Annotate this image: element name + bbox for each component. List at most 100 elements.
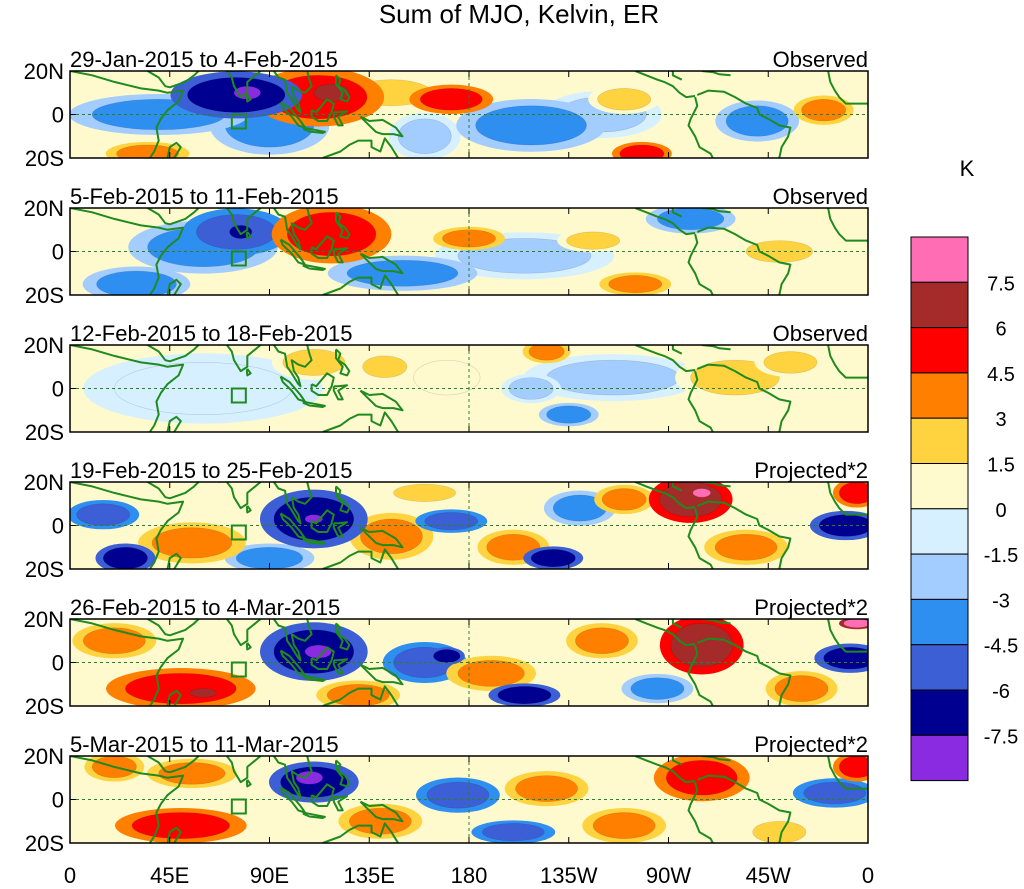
coastline	[218, 482, 262, 510]
coastline	[273, 345, 313, 388]
coastline	[332, 658, 349, 675]
coastline	[668, 756, 683, 766]
panel-4: 20N 0 20S 19-Feb-2015 to 25-Feb-2015 Project…	[24, 458, 869, 582]
coastline	[302, 674, 326, 682]
coastline	[70, 71, 185, 158]
x-tick-label: 0	[64, 863, 76, 888]
coastline	[166, 141, 182, 158]
coastline	[335, 74, 351, 103]
anomaly-cell	[838, 756, 868, 779]
y-tick-label: 20N	[24, 470, 64, 495]
anomaly-cell	[96, 270, 177, 295]
panel-period: 29-Jan-2015 to 4-Feb-2015	[70, 47, 338, 72]
anomaly-field	[70, 619, 868, 706]
coastline	[696, 226, 792, 295]
coastline	[634, 208, 696, 236]
anomaly-cell	[601, 488, 647, 511]
y-tick-label: 20S	[25, 420, 64, 445]
coastline	[70, 619, 185, 706]
x-tick-label: 90E	[250, 863, 289, 888]
coastline	[668, 619, 683, 629]
coastline	[827, 619, 868, 653]
anomaly-cell	[838, 482, 868, 505]
y-tick-label: 20N	[24, 196, 64, 221]
anomaly-cell	[630, 677, 685, 700]
y-tick-label: 0	[52, 240, 64, 265]
coastline	[668, 482, 683, 492]
colorbar-swatch	[910, 644, 969, 691]
colorbar-label: 7.5	[987, 273, 1015, 295]
anomaly-cell	[801, 98, 847, 122]
panel-3: 20N 0 20S 12-Feb-2015 to 18-Feb-2015 Observe…	[24, 321, 869, 445]
x-tick-label: 135E	[344, 863, 395, 888]
coastline	[310, 372, 335, 396]
coastline	[166, 826, 182, 843]
panels: 20N 0 20S 29-Jan-2015 to 4-Feb-2015 Observed…	[24, 47, 869, 856]
colorbar-swatch	[910, 281, 969, 329]
y-tick-label: 20N	[24, 59, 64, 84]
anomaly-cell	[752, 820, 807, 843]
coastline	[273, 756, 313, 799]
coastline	[668, 208, 683, 218]
anomaly-cell	[433, 649, 461, 663]
coastline	[634, 482, 696, 510]
coastline	[310, 98, 335, 122]
colorbar-swatch	[910, 327, 969, 374]
anomaly-cell	[313, 83, 350, 102]
coastline	[827, 756, 868, 790]
anomaly-cell	[125, 673, 237, 705]
y-tick-label: 0	[52, 788, 64, 813]
anomaly-cell	[592, 812, 656, 839]
coastline	[359, 252, 404, 275]
anomaly-cell	[426, 781, 490, 809]
coastline	[696, 774, 792, 843]
y-tick-label: 0	[52, 514, 64, 539]
coastline	[166, 689, 182, 706]
anomaly-cell	[763, 351, 818, 374]
anomaly-cell	[457, 660, 525, 687]
coastline	[335, 348, 351, 377]
colorbar-swatch	[910, 372, 969, 419]
coastline	[279, 238, 306, 266]
coastline	[218, 71, 262, 99]
chart-title: Sum of MJO, Kelvin, ER	[379, 0, 659, 29]
x-tick-label: 0	[862, 863, 874, 888]
coastline	[302, 537, 326, 545]
coastline	[166, 278, 182, 295]
panel-6: 20N 0 20S 5-Mar-2015 to 11-Mar-2015 Projecte…	[24, 732, 869, 856]
y-tick-label: 20S	[25, 283, 64, 308]
y-tick-label: 0	[52, 377, 64, 402]
colorbar-unit: K	[960, 156, 975, 181]
coastline	[147, 482, 200, 500]
region-box	[230, 250, 247, 267]
coastline	[147, 619, 200, 637]
coastline	[218, 345, 262, 373]
coastline	[359, 663, 404, 686]
coastline	[359, 800, 404, 823]
coastline	[147, 208, 200, 226]
coastline	[332, 247, 349, 264]
coastline	[218, 619, 262, 647]
anomaly-cell	[397, 118, 452, 154]
anomaly-cell	[692, 488, 711, 498]
anomaly-cell	[131, 812, 230, 839]
panel-5: 20N 0 20S 26-Feb-2015 to 4-Mar-2015 Projecte…	[24, 595, 869, 719]
coastline	[166, 552, 182, 569]
anomaly-cell	[295, 770, 324, 785]
coastline	[70, 756, 185, 843]
y-tick-label: 20N	[24, 333, 64, 358]
coastline	[302, 126, 326, 134]
coastline	[310, 783, 335, 807]
coastline	[147, 345, 200, 363]
anomaly-cell	[419, 88, 483, 111]
panel-kind: Observed	[773, 184, 868, 209]
coastline	[827, 208, 868, 242]
coastline	[668, 71, 683, 81]
y-tick-label: 20S	[25, 831, 64, 856]
coastline	[696, 89, 792, 158]
colorbar-swatch	[910, 734, 969, 782]
y-tick-label: 20S	[25, 694, 64, 719]
anomaly-cell	[83, 627, 146, 655]
coastline	[696, 363, 792, 432]
